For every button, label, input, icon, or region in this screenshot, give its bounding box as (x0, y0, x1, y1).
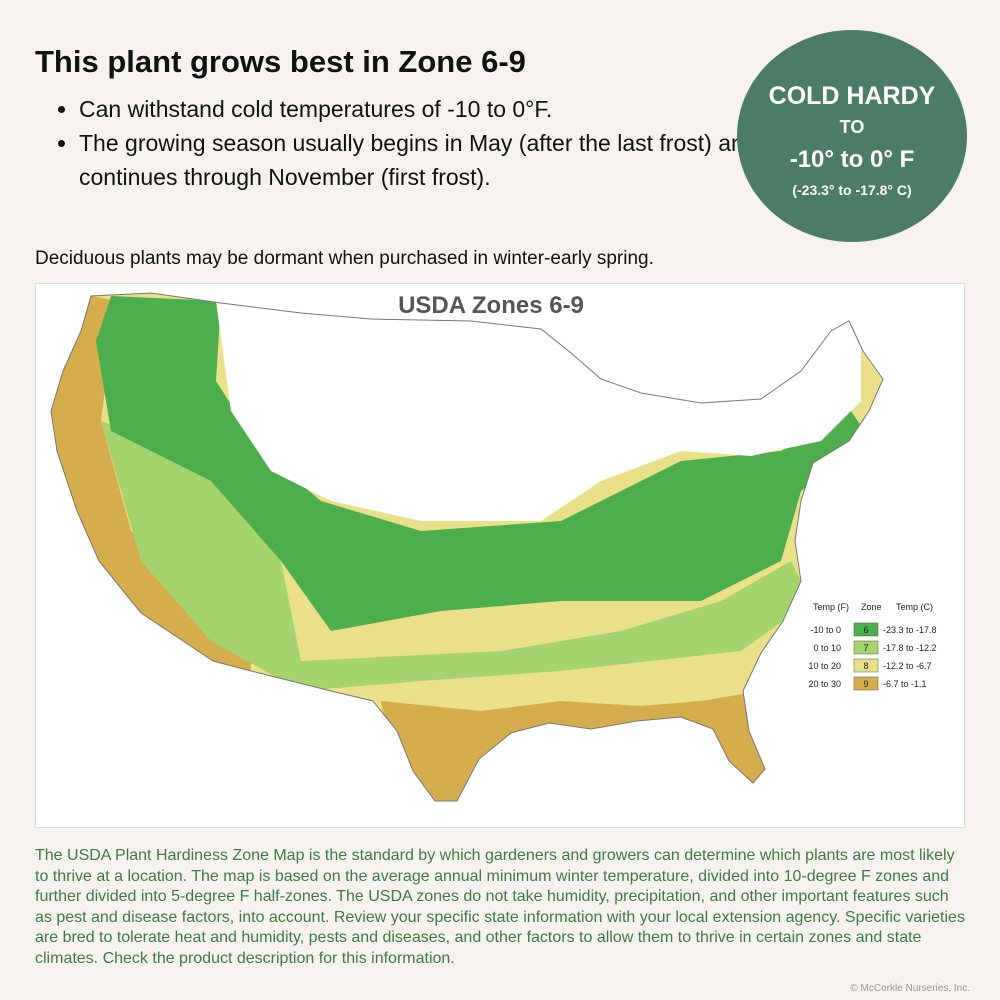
map-box: USDA Zones 6-9 Temp (F) Zone Temp (C) -10 t… (35, 283, 965, 828)
legend-temp-c: -6.7 to -1.1 (883, 679, 927, 689)
badge-line: COLD HARDY (768, 82, 936, 110)
legend-header: Temp (F) (813, 602, 849, 612)
badge-line: TO (839, 117, 865, 137)
badge-line: (-23.3° to -17.8° C) (792, 182, 912, 198)
legend-temp-c: -23.3 to -17.8 (883, 625, 937, 635)
badge: COLD HARDY TO -10° to 0° F (-23.3° to -1… (737, 30, 967, 242)
bullet: Can withstand cold temperatures of -10 t… (79, 92, 759, 126)
legend-zone: 6 (863, 625, 868, 635)
legend-temp-f: 0 to 10 (813, 643, 841, 653)
legend-temp-c: -12.2 to -6.7 (883, 661, 932, 671)
legend-temp-c: -17.8 to -12.2 (883, 643, 937, 653)
legend-header: Zone (861, 602, 882, 612)
badge-line: -10° to 0° F (789, 146, 915, 173)
legend-zone: 8 (863, 661, 868, 671)
legend-temp-f: 10 to 20 (808, 661, 841, 671)
bullets: Can withstand cold temperatures of -10 t… (55, 92, 759, 194)
title: This plant grows best in Zone 6-9 (35, 44, 526, 79)
map-title: USDA Zones 6-9 (398, 292, 584, 319)
note: Deciduous plants may be dormant when pur… (35, 248, 654, 269)
bullet: The growing season usually begins in May… (79, 126, 759, 194)
legend-swatch (853, 622, 879, 637)
legend-swatch (853, 658, 879, 673)
legend-swatch (853, 640, 879, 655)
copyright: © McCorkle Nurseries, Inc. (850, 983, 970, 994)
legend-temp-f: -10 to 0 (810, 625, 841, 635)
legend-zone: 9 (863, 679, 868, 689)
legend: Temp (F) Zone Temp (C) -10 to 0 6 -23.3 to -1… (808, 602, 937, 691)
footer-text: The USDA Plant Hardiness Zone Map is the… (35, 847, 965, 967)
legend-swatch (853, 676, 879, 691)
legend-header: Temp (C) (896, 602, 933, 612)
legend-zone: 7 (863, 643, 868, 653)
map: USDA Zones 6-9 Temp (F) Zone Temp (C) -10 t… (50, 292, 937, 802)
legend-temp-f: 20 to 30 (808, 679, 841, 689)
